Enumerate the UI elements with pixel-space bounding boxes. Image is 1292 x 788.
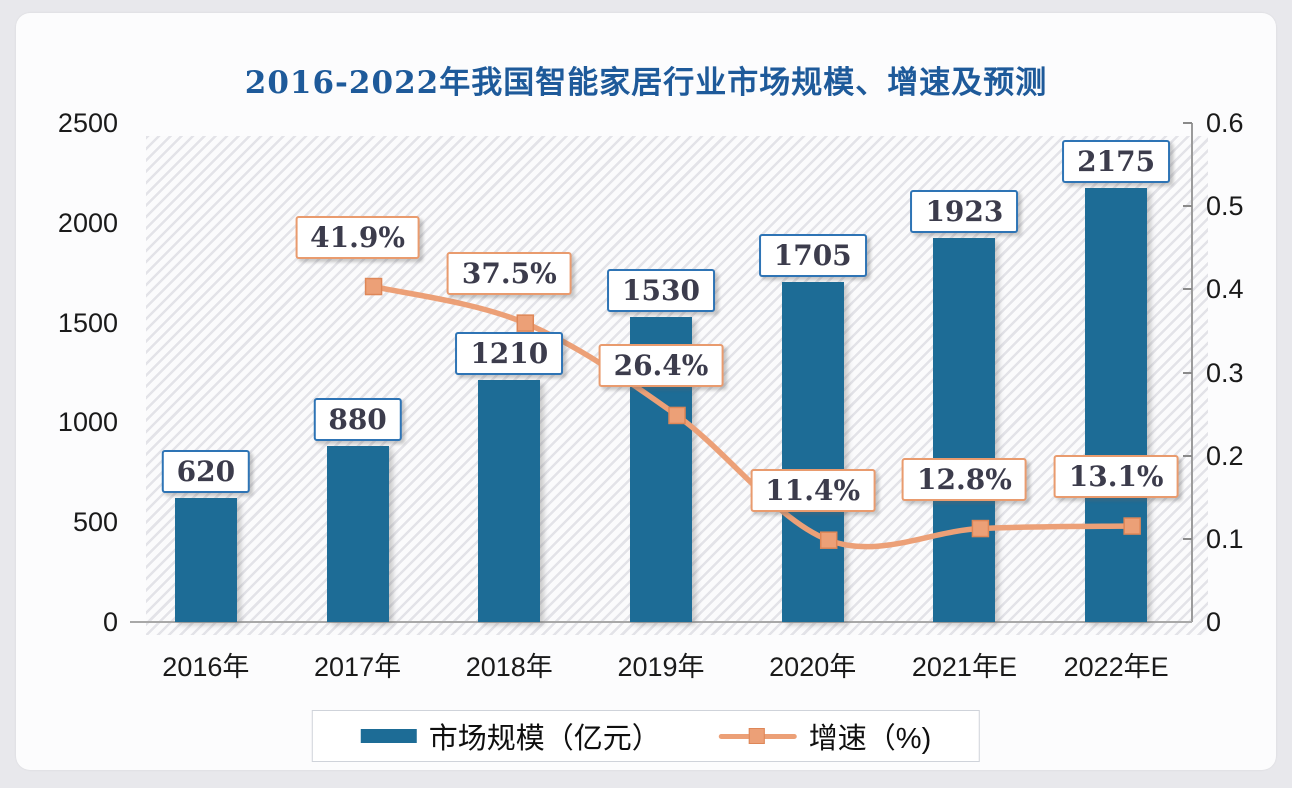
bar-value-label: 1530: [607, 268, 715, 312]
right-axis-tick-label: 0: [1206, 607, 1222, 637]
growth-value-label: 37.5%: [446, 252, 572, 296]
bar-value-label: 1923: [910, 190, 1019, 234]
right-axis-tick: [1183, 454, 1192, 457]
growth-value-label: 41.9%: [295, 215, 420, 259]
bar: [781, 281, 844, 622]
right-axis-tick-label: 0.1: [1206, 523, 1244, 554]
legend: 市场规模（亿元） 增速（%): [311, 710, 981, 762]
growth-value-label: 12.8%: [902, 457, 1027, 501]
legend-label-market-size: 市场规模（亿元）: [428, 723, 661, 755]
line-marker: [971, 519, 990, 538]
bar-value-label: 620: [161, 450, 251, 494]
right-axis-tick-label: 0.6: [1206, 108, 1244, 138]
growth-value-label: 26.4%: [598, 344, 724, 388]
bar-value-label: 2175: [1062, 139, 1171, 183]
x-axis-tick-label: 2017年: [314, 652, 402, 682]
right-axis-tick-label: 0.5: [1206, 191, 1244, 222]
bar-value-label: 880: [313, 398, 402, 442]
y-axis-tick-label: 500: [72, 507, 118, 538]
y-axis-tick-label: 2500: [57, 108, 118, 138]
right-axis-tick-label: 0.2: [1206, 440, 1244, 471]
x-axis-line: [130, 621, 1192, 623]
bar: [478, 380, 541, 622]
bar-value-label: 1705: [758, 233, 867, 277]
line-marker: [364, 277, 383, 296]
bar-series-swatch: [360, 729, 417, 743]
right-axis-tick: [1183, 205, 1192, 208]
legend-item-growth: 增速（%): [718, 715, 932, 757]
right-axis-tick: [1183, 371, 1192, 374]
right-axis-tick: [1183, 288, 1192, 291]
bar-value-label: 1210: [455, 332, 564, 376]
right-axis-tick-label: 0.3: [1206, 357, 1244, 388]
y-axis-tick-label: 2000: [57, 207, 118, 238]
growth-value-label: 13.1%: [1053, 455, 1179, 499]
bar: [174, 498, 237, 622]
growth-value-label: 11.4%: [750, 469, 876, 513]
bar: [1085, 187, 1148, 622]
right-axis-tick: [1183, 537, 1192, 540]
right-axis-tick-label: 0.4: [1206, 274, 1244, 305]
legend-item-market-size: 市场规模（亿元）: [360, 715, 661, 757]
right-axis-tick: [1183, 122, 1192, 124]
x-axis-tick-label: 2018年: [465, 652, 553, 682]
line-marker: [819, 531, 838, 549]
line-marker: [516, 314, 535, 332]
right-axis-line: [1191, 123, 1193, 622]
line-marker: [668, 406, 686, 425]
bar: [933, 238, 996, 622]
y-axis-tick-label: 1000: [57, 407, 118, 438]
y-axis-tick-label: 1500: [57, 307, 118, 338]
x-axis-tick-label: 2020年: [769, 652, 857, 682]
x-axis-tick-label: 2019年: [617, 652, 705, 682]
legend-label-growth: 增速（%): [808, 723, 932, 755]
bar: [326, 446, 389, 622]
growth-line: [372, 283, 1133, 550]
line-marker: [1123, 517, 1141, 535]
x-axis-tick-label: 2022年E: [1063, 652, 1169, 682]
growth-line-layer: [364, 277, 1141, 550]
line-series-swatch: [718, 727, 797, 745]
x-axis-tick-label: 2016年: [162, 652, 250, 682]
x-axis-tick-label: 2021年E: [911, 652, 1017, 682]
chart-title: 2016-2022年我国智能家居行业市场规模、增速及预测: [244, 65, 1048, 101]
y-axis-tick-label: 0: [102, 607, 118, 637]
